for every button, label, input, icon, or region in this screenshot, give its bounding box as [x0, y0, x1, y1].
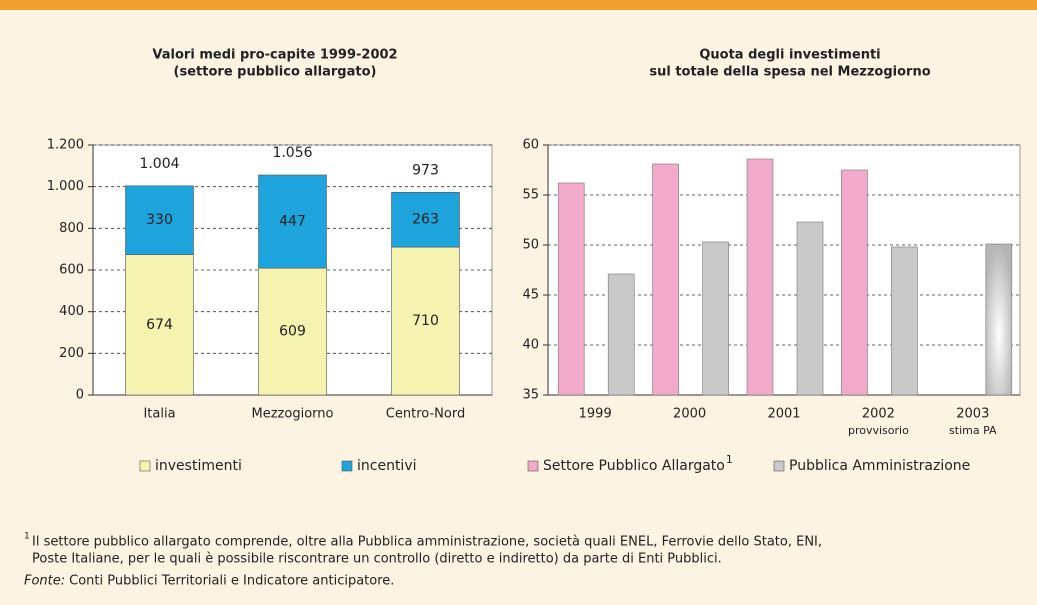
- y-tick-label: 35: [522, 388, 539, 403]
- bar: [796, 221, 824, 396]
- x-tick-label: 2001: [767, 407, 800, 422]
- y-tick-label: 800: [59, 221, 84, 236]
- bar-label: 330: [146, 212, 173, 228]
- bar: [841, 169, 868, 396]
- total-label: 1.004: [139, 156, 179, 172]
- y-tick-label: 1.000: [47, 179, 84, 194]
- chart-title: Valori medi pro-capite 1999-2002: [152, 48, 397, 63]
- top-strip: [0, 0, 1037, 10]
- y-tick-label: 60: [522, 138, 539, 153]
- x-tick-label: 1999: [579, 407, 612, 422]
- y-tick-label: 50: [522, 238, 539, 253]
- source-text: Conti Pubblici Territoriali e Indicatore…: [69, 574, 394, 589]
- y-tick-label: 40: [522, 338, 539, 353]
- total-label: 973: [412, 162, 439, 178]
- y-tick-label: 45: [522, 288, 539, 303]
- y-tick-label: 600: [59, 263, 84, 278]
- chart-subtitle: (settore pubblico allargato): [174, 65, 377, 80]
- x-tick-note: stima PA: [949, 424, 997, 437]
- x-tick-label: 2002: [862, 407, 895, 422]
- legend-swatch: [527, 460, 539, 472]
- y-tick-label: 400: [59, 304, 84, 319]
- bar: [746, 158, 774, 396]
- x-tick-label: Mezzogiorno: [252, 407, 334, 422]
- bar: [891, 246, 918, 396]
- bar-segment: [391, 246, 460, 396]
- bar-segment: [125, 254, 194, 396]
- chart-subtitle: sul totale della spesa nel Mezzogiorno: [649, 65, 930, 80]
- x-tick-label: Centro-Nord: [386, 407, 465, 422]
- bar-segment: [258, 267, 327, 396]
- legend-swatch: [773, 460, 785, 472]
- legend-note: 1: [726, 453, 733, 466]
- source-label: Fonte:: [24, 574, 65, 589]
- legend-label: incentivi: [357, 458, 417, 474]
- bar-segment: [391, 191, 460, 248]
- legend-swatch: [139, 460, 151, 472]
- legend-label: investimenti: [155, 458, 242, 474]
- x-tick-label: 2000: [673, 407, 706, 422]
- x-tick-label: 2003: [956, 407, 989, 422]
- y-tick-label: 0: [76, 388, 84, 403]
- y-tick-label: 1.200: [47, 138, 84, 153]
- bar-segment: [125, 185, 194, 255]
- bar: [652, 163, 679, 396]
- bar: [985, 243, 1013, 396]
- bar-label: 609: [279, 324, 306, 340]
- total-label: 1.056: [272, 145, 312, 161]
- bar: [702, 241, 729, 396]
- bar: [557, 182, 585, 396]
- y-tick-label: 200: [59, 346, 84, 361]
- y-tick-label: 55: [522, 188, 539, 203]
- bar-segment: [258, 174, 327, 269]
- bar-label: 447: [279, 214, 306, 230]
- footnote-line: Il settore pubblico allargato comprende,…: [32, 535, 822, 550]
- x-tick-note: provvisorio: [848, 424, 909, 437]
- footnote-line: Poste Italiane, per le quali è possibile…: [32, 552, 722, 567]
- bar-label: 674: [146, 317, 173, 333]
- bar-label: 263: [412, 212, 439, 228]
- legend-label: Pubblica Amministrazione: [789, 458, 970, 474]
- legend-label: Settore Pubblico Allargato: [543, 458, 725, 474]
- legend-swatch: [341, 460, 353, 472]
- bar: [607, 273, 635, 396]
- footnote-mark: 1: [24, 532, 30, 542]
- x-tick-label: Italia: [143, 407, 175, 422]
- chart-title: Quota degli investimenti: [699, 48, 880, 63]
- bar-label: 710: [412, 313, 439, 329]
